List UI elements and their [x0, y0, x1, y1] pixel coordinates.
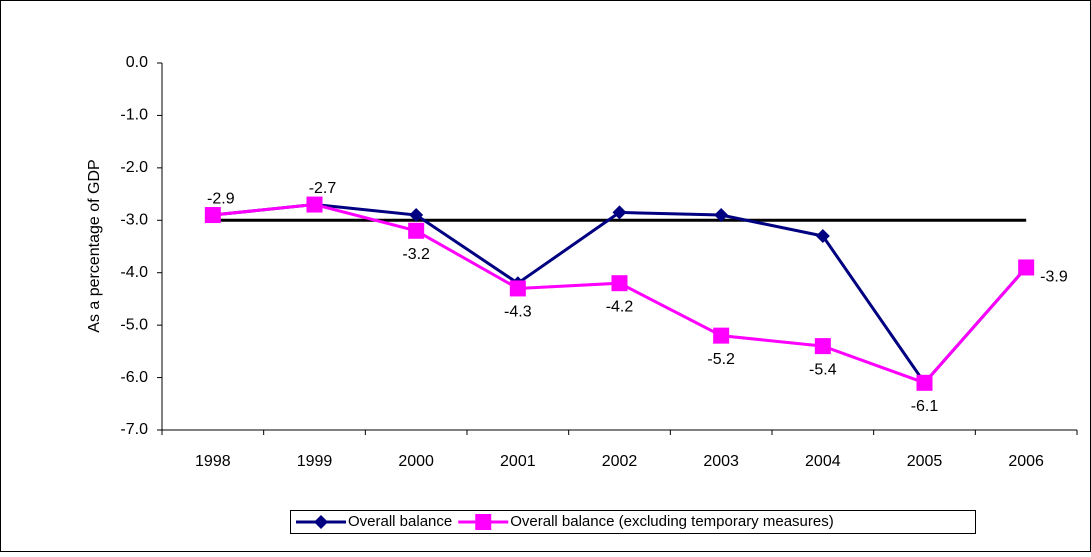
- marker: [814, 338, 831, 355]
- marker: [509, 280, 526, 297]
- y-tick-label: -3.0: [120, 212, 148, 229]
- x-tick-label: 2001: [500, 453, 536, 470]
- x-tick-label: 2002: [602, 453, 638, 470]
- x-tick-label: 2004: [805, 453, 841, 470]
- x-tick-label: 1999: [297, 453, 333, 470]
- marker: [815, 229, 830, 244]
- legend-label: Overall balance: [348, 513, 452, 530]
- y-tick-label: 0.0: [126, 54, 148, 71]
- data-label: -4.2: [606, 298, 634, 315]
- marker: [204, 207, 221, 224]
- marker: [306, 196, 323, 213]
- y-tick-label: -1.0: [120, 107, 148, 124]
- y-tick-label: -6.0: [120, 369, 148, 386]
- y-tick-label: -4.0: [120, 264, 148, 281]
- data-label: -5.4: [809, 361, 837, 378]
- legend: Overall balance Overall balance (excludin…: [290, 510, 976, 534]
- marker: [408, 222, 425, 239]
- marker: [612, 205, 627, 220]
- x-tick-label: 2005: [907, 453, 943, 470]
- y-tick-label: -2.0: [120, 159, 148, 176]
- data-label: -3.2: [402, 246, 430, 263]
- legend-marker: [475, 514, 492, 530]
- y-tick-label: -5.0: [120, 316, 148, 333]
- y-tick-label: -7.0: [120, 421, 148, 438]
- data-label: -3.9: [1040, 269, 1068, 286]
- data-label: -5.2: [707, 351, 735, 368]
- legend-label: Overall balance (excluding temporary mea…: [510, 513, 833, 530]
- data-label: -2.7: [309, 180, 337, 197]
- data-label: -6.1: [911, 398, 939, 415]
- data-label: -4.3: [504, 304, 532, 321]
- marker: [713, 327, 730, 344]
- y-axis-label: As a percentage of GDP: [86, 159, 103, 332]
- marker: [916, 374, 933, 391]
- x-tick-label: 1998: [195, 453, 231, 470]
- marker: [611, 275, 628, 292]
- legend-marker: [314, 515, 328, 529]
- marker: [1018, 259, 1035, 276]
- data-label: -2.9: [207, 190, 235, 207]
- legend-box: [290, 510, 976, 534]
- x-tick-label: 2003: [703, 453, 739, 470]
- marker: [409, 208, 424, 223]
- x-tick-label: 2000: [398, 453, 434, 470]
- marker: [714, 208, 729, 223]
- x-tick-label: 2006: [1008, 453, 1044, 470]
